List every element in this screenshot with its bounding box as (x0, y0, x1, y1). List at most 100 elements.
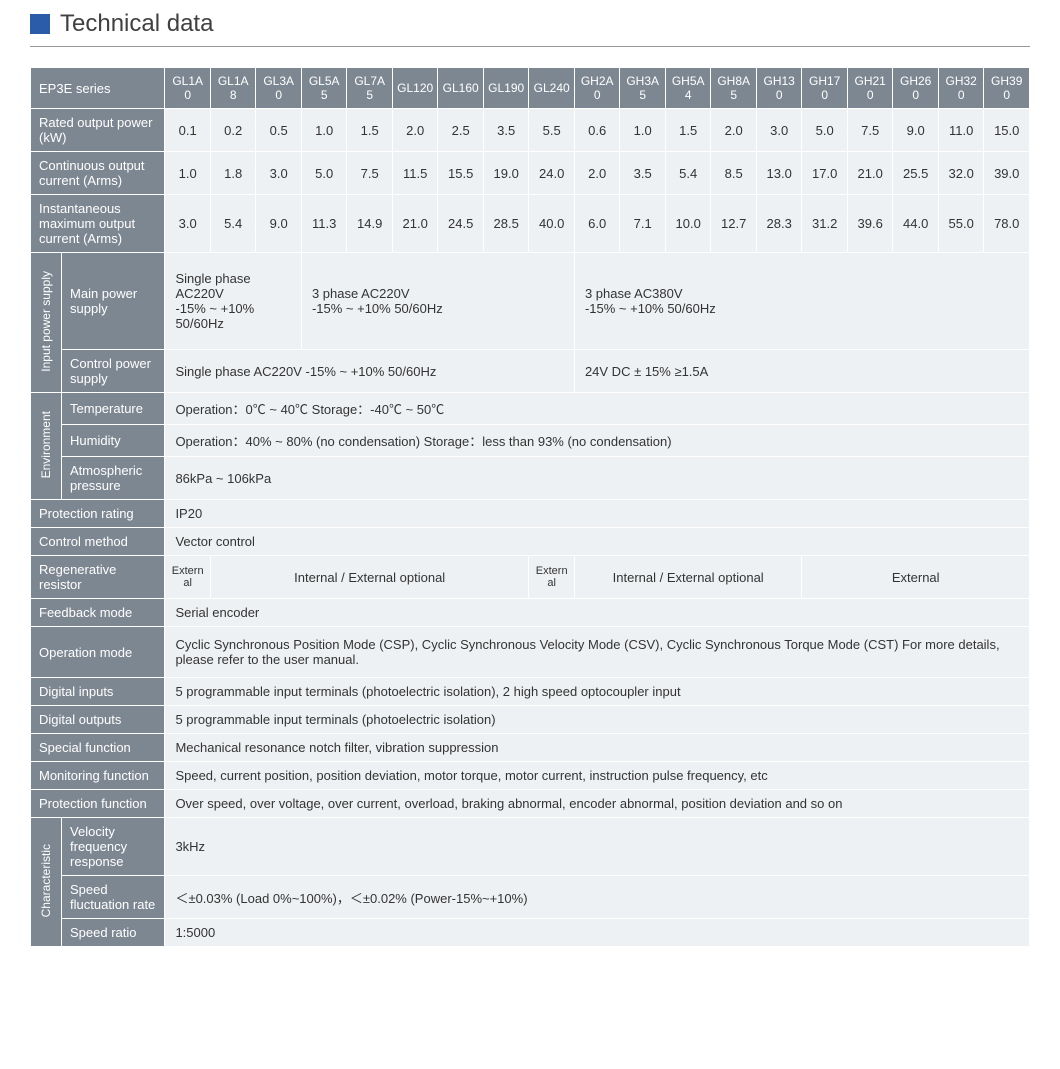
characteristic-group: Characteristic (31, 818, 62, 947)
atmospheric-value: 86kPa ~ 106kPa (165, 457, 1030, 500)
model-cell: GH3A5 (620, 68, 666, 109)
model-cell: GH130 (756, 68, 802, 109)
data-cell: 3.5 (620, 152, 666, 195)
special-function-value: Mechanical resonance notch filter, vibra… (165, 734, 1030, 762)
data-cell: 12.7 (711, 195, 757, 253)
data-cell: 13.0 (756, 152, 802, 195)
data-cell: 11.0 (938, 109, 984, 152)
main-power-b: 3 phase AC220V -15% ~ +10% 50/60Hz (301, 253, 574, 350)
environment-group: Environment (31, 393, 62, 500)
continuous-current-row: Continuous output current (Arms) 1.0 1.8… (31, 152, 1030, 195)
humidity-value: Operation：40% ~ 80% (no condensation) St… (165, 425, 1030, 457)
atmospheric-row: Atmospheric pressure 86kPa ~ 106kPa (31, 457, 1030, 500)
regen-v5: External (802, 556, 1030, 599)
regenerative-resistor-row: Regenerative resistor External Internal … (31, 556, 1030, 599)
data-cell: 1.8 (210, 152, 256, 195)
data-cell: 7.1 (620, 195, 666, 253)
regen-v1: External (165, 556, 211, 599)
protection-function-value: Over speed, over voltage, over current, … (165, 790, 1030, 818)
model-cell: GH8A5 (711, 68, 757, 109)
model-cell: GH390 (984, 68, 1030, 109)
data-cell: 8.5 (711, 152, 757, 195)
data-cell: 5.4 (210, 195, 256, 253)
data-cell: 31.2 (802, 195, 848, 253)
data-cell: 1.0 (301, 109, 347, 152)
row-label: Rated output power (kW) (31, 109, 165, 152)
digital-inputs-value: 5 programmable input terminals (photoele… (165, 678, 1030, 706)
velocity-frequency-row: Characteristic Velocity frequency respon… (31, 818, 1030, 876)
speed-ratio-value: 1:5000 (165, 919, 1030, 947)
speed-ratio-row: Speed ratio 1:5000 (31, 919, 1030, 947)
data-cell: 11.5 (392, 152, 438, 195)
row-label: Protection rating (31, 500, 165, 528)
control-method-row: Control method Vector control (31, 528, 1030, 556)
main-power-c: 3 phase AC380V -15% ~ +10% 50/60Hz (574, 253, 1029, 350)
model-cell: GL1A0 (165, 68, 211, 109)
model-cell: GH170 (802, 68, 848, 109)
row-label: Feedback mode (31, 599, 165, 627)
row-label: Special function (31, 734, 165, 762)
series-header: EP3E series (31, 68, 165, 109)
row-label: Operation mode (31, 627, 165, 678)
data-cell: 2.0 (392, 109, 438, 152)
row-label: Speed ratio (62, 919, 165, 947)
model-cell: GL190 (483, 68, 529, 109)
data-cell: 78.0 (984, 195, 1030, 253)
data-cell: 7.5 (347, 152, 393, 195)
row-label: Humidity (62, 425, 165, 457)
row-label: Protection function (31, 790, 165, 818)
model-cell: GH320 (938, 68, 984, 109)
temperature-row: Environment Temperature Operation：0℃ ~ 4… (31, 393, 1030, 425)
control-power-b: 24V DC ± 15% ≥1.5A (574, 350, 1029, 393)
data-cell: 19.0 (483, 152, 529, 195)
data-cell: 9.0 (256, 195, 302, 253)
digital-inputs-row: Digital inputs 5 programmable input term… (31, 678, 1030, 706)
main-power-a: Single phase AC220V -15% ~ +10% 50/60Hz (165, 253, 302, 350)
data-cell: 25.5 (893, 152, 939, 195)
protection-rating-value: IP20 (165, 500, 1030, 528)
monitoring-function-value: Speed, current position, position deviat… (165, 762, 1030, 790)
data-cell: 44.0 (893, 195, 939, 253)
page-title-row: Technical data (30, 10, 1030, 47)
protection-function-row: Protection function Over speed, over vol… (31, 790, 1030, 818)
control-power-a: Single phase AC220V -15% ~ +10% 50/60Hz (165, 350, 575, 393)
data-cell: 15.0 (984, 109, 1030, 152)
title-accent-square (30, 14, 50, 34)
data-cell: 2.5 (438, 109, 484, 152)
data-cell: 40.0 (529, 195, 575, 253)
data-cell: 24.0 (529, 152, 575, 195)
row-label: Regenerative resistor (31, 556, 165, 599)
row-label: Main power supply (62, 253, 165, 350)
row-label: Instantaneous maximum output current (Ar… (31, 195, 165, 253)
control-power-row: Control power supply Single phase AC220V… (31, 350, 1030, 393)
data-cell: 2.0 (574, 152, 620, 195)
protection-rating-row: Protection rating IP20 (31, 500, 1030, 528)
instantaneous-current-row: Instantaneous maximum output current (Ar… (31, 195, 1030, 253)
humidity-row: Humidity Operation：40% ~ 80% (no condens… (31, 425, 1030, 457)
operation-mode-value: Cyclic Synchronous Position Mode (CSP), … (165, 627, 1030, 678)
operation-mode-row: Operation mode Cyclic Synchronous Positi… (31, 627, 1030, 678)
technical-data-table: EP3E series GL1A0 GL1A8 GL3A0 GL5A5 GL7A… (30, 67, 1030, 947)
row-label: Monitoring function (31, 762, 165, 790)
data-cell: 39.0 (984, 152, 1030, 195)
row-label: Digital outputs (31, 706, 165, 734)
data-cell: 1.0 (165, 152, 211, 195)
input-power-group: Input power supply (31, 253, 62, 393)
model-cell: GL3A0 (256, 68, 302, 109)
data-cell: 3.0 (256, 152, 302, 195)
control-method-value: Vector control (165, 528, 1030, 556)
row-label: Control power supply (62, 350, 165, 393)
data-cell: 17.0 (802, 152, 848, 195)
model-cell: GH2A0 (574, 68, 620, 109)
data-cell: 0.1 (165, 109, 211, 152)
row-label: Atmospheric pressure (62, 457, 165, 500)
data-cell: 15.5 (438, 152, 484, 195)
data-cell: 3.0 (165, 195, 211, 253)
model-cell: GL120 (392, 68, 438, 109)
data-cell: 24.5 (438, 195, 484, 253)
digital-outputs-value: 5 programmable input terminals (photoele… (165, 706, 1030, 734)
data-cell: 21.0 (392, 195, 438, 253)
models-row: EP3E series GL1A0 GL1A8 GL3A0 GL5A5 GL7A… (31, 68, 1030, 109)
speed-fluctuation-row: Speed fluctuation rate ＜±0.03% (Load 0%~… (31, 876, 1030, 919)
data-cell: 5.0 (802, 109, 848, 152)
